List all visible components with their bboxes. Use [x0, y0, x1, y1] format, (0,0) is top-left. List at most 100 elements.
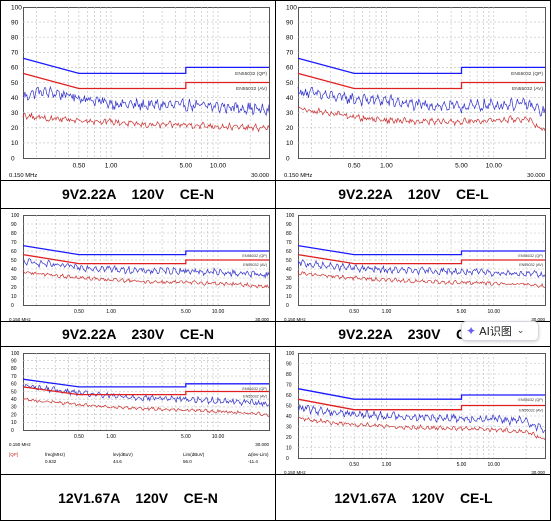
limit-line-qp: [297, 388, 545, 400]
limit-line-label: EN55032 (AV): [243, 263, 268, 267]
table-border: [0, 0, 1, 521]
y-tick-label: 40: [11, 267, 17, 273]
x-end-label: 30.000: [527, 173, 546, 179]
y-tick-label: 60: [11, 249, 17, 255]
y-tick-label: 0: [286, 456, 289, 462]
series-line-peak: [297, 86, 546, 117]
series-line-avg: [297, 271, 546, 289]
limit-line-label: EN55032 (AV): [243, 395, 268, 399]
limit-line-qp: [297, 57, 545, 75]
y-tick-label: 20: [286, 285, 292, 291]
y-tick-label: 80: [286, 231, 292, 237]
y-tick-label: 90: [11, 19, 19, 26]
y-tick-label: 80: [11, 231, 17, 237]
limit-line-av: [22, 386, 269, 396]
limit-line-label: EN55032 (QP): [242, 387, 267, 391]
y-tick-label: 70: [11, 374, 17, 380]
limit-line-label: EN55032 (QP): [518, 398, 543, 402]
y-tick-label: 60: [286, 393, 292, 399]
x-tick-label: 5.00: [179, 163, 192, 170]
series-line-peak: [22, 383, 270, 408]
y-tick-label: 60: [286, 65, 294, 72]
x-end-label: 30.000: [255, 442, 269, 447]
y-tick-label: 10: [286, 294, 292, 300]
y-tick-label: 60: [11, 382, 17, 388]
series-line-peak: [22, 258, 270, 279]
y-tick-label: 90: [286, 222, 292, 228]
chevron-down-icon: ⌄: [516, 326, 525, 336]
x-end-label: 30.000: [531, 470, 545, 474]
x-end-label: 30.000: [251, 173, 270, 179]
y-tick-label: 40: [286, 95, 294, 102]
x-start-label: 0.150 MHz: [9, 173, 37, 179]
limit-line-label: EN55032 (AV): [519, 409, 544, 413]
limit-line-qp: [22, 378, 269, 388]
ai-badge-label: AI识图: [479, 325, 512, 338]
limit-line-av: [22, 72, 269, 90]
x-start-label: 0.150 MHz: [284, 173, 312, 179]
series-line-avg: [22, 397, 270, 417]
x-tick-label: 1.00: [106, 309, 116, 315]
y-tick-label: 90: [11, 222, 17, 228]
y-tick-label: 60: [11, 65, 19, 72]
y-tick-label: 100: [286, 4, 297, 11]
y-tick-label: 90: [286, 19, 294, 26]
limit-line-label: EN55032 (QP): [511, 71, 543, 77]
y-tick-label: 0: [286, 303, 289, 309]
y-tick-label: 50: [11, 389, 17, 395]
y-tick-label: 100: [286, 213, 295, 219]
y-tick-label: 40: [11, 95, 19, 102]
y-tick-label: 40: [286, 414, 292, 420]
readout-value: 0.632: [45, 459, 57, 464]
y-tick-label: 50: [286, 80, 294, 87]
x-tick-label: 5.00: [181, 309, 191, 315]
x-tick-label: 5.00: [457, 462, 467, 468]
y-tick-label: 90: [11, 358, 17, 364]
y-tick-label: 50: [286, 258, 292, 264]
x-tick-label: 10.00: [488, 309, 501, 315]
chart-caption-3: 9V2.22A 230V CE-N: [62, 326, 214, 342]
y-tick-label: 100: [286, 351, 295, 357]
x-tick-label: 1.00: [105, 163, 118, 170]
y-tick-label: 70: [11, 50, 19, 57]
y-tick-label: 90: [286, 361, 292, 367]
y-tick-label: 100: [11, 4, 22, 11]
y-tick-label: 10: [286, 445, 292, 451]
y-tick-label: 40: [286, 267, 292, 273]
series-line-avg: [22, 112, 270, 133]
readout-value: -11.4: [248, 459, 258, 464]
y-tick-label: 60: [286, 249, 292, 255]
y-tick-label: 40: [11, 397, 17, 403]
y-tick-label: 80: [286, 372, 292, 378]
table-border: [0, 321, 551, 322]
x-tick-label: 0.50: [74, 309, 84, 315]
series-line-peak: [297, 259, 546, 278]
gridlines: [298, 353, 545, 458]
x-tick-label: 1.00: [106, 434, 116, 440]
x-tick-label: 0.50: [349, 309, 359, 315]
x-tick-label: 0.50: [349, 462, 359, 468]
limit-line-av: [297, 398, 545, 411]
y-tick-label: 100: [11, 213, 20, 219]
y-tick-label: 80: [11, 34, 19, 41]
y-tick-label: 30: [286, 276, 292, 282]
series-line-avg: [297, 416, 546, 441]
x-tick-label: 10.00: [486, 163, 503, 170]
chart-caption-6: 12V1.67A 120V CE-L: [334, 490, 493, 506]
readout-value: 56.0: [183, 459, 192, 464]
y-tick-label: 50: [286, 403, 292, 409]
ai-recognize-button[interactable]: ✦ AI识图 ⌄: [461, 321, 539, 341]
y-tick-label: 10: [286, 140, 294, 147]
x-tick-label: 0.50: [73, 163, 86, 170]
x-tick-label: 1.00: [382, 309, 392, 315]
y-tick-label: 30: [286, 110, 294, 117]
series-line-avg: [297, 106, 546, 132]
limit-line-av: [297, 72, 545, 90]
y-tick-label: 20: [11, 125, 19, 132]
limit-line-label: EN55032 (QP): [235, 71, 267, 77]
chart-caption-5: 12V1.67A 120V CE-N: [58, 490, 218, 506]
limit-line-label: EN55032 (AV): [512, 86, 543, 92]
x-start-label: 0.150 MHz: [284, 470, 307, 474]
